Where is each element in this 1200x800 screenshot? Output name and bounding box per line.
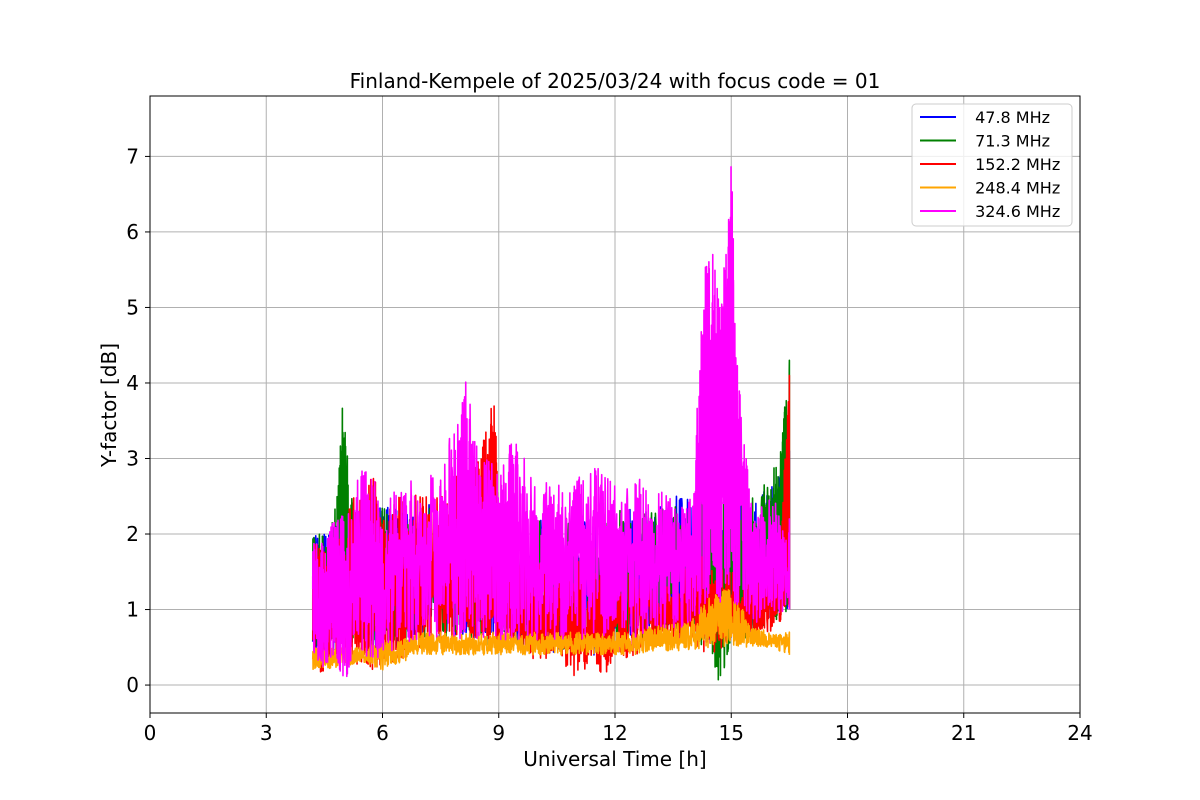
- x-tick-label: 0: [144, 721, 157, 745]
- y-tick-label: 0: [126, 673, 139, 697]
- legend-frame: [911, 103, 1073, 227]
- legend-entry-label: 324.6 MHz: [970, 202, 1060, 221]
- x-tick-label: 24: [1067, 721, 1092, 745]
- x-tick-label: 3: [260, 721, 273, 745]
- y-tick-label: 2: [126, 522, 139, 546]
- series-group: [311, 166, 791, 681]
- x-tick-label: 9: [492, 721, 505, 745]
- y-tick-label: 7: [126, 144, 139, 168]
- x-tick-label: 21: [951, 721, 976, 745]
- legend: 47.8 MHz 71.3 MHz 152.2 MHz 248.4 MHz 32…: [911, 103, 1073, 227]
- y-tick-label: 6: [126, 220, 139, 244]
- legend-entry-label: 248.4 MHz: [970, 179, 1060, 198]
- x-tick-label: 15: [719, 721, 744, 745]
- x-tick-label: 6: [376, 721, 389, 745]
- series-line-5: [311, 166, 791, 678]
- y-tick-label: 3: [126, 446, 139, 470]
- x-tick-label: 12: [602, 721, 627, 745]
- series-line-4: [311, 589, 791, 671]
- x-axis-label: Universal Time [h]: [523, 747, 706, 771]
- y-tick-label: 5: [126, 295, 139, 319]
- legend-entry-label: 47.8 MHz: [970, 108, 1050, 127]
- y-tick-label: 1: [126, 598, 139, 622]
- y-tick-label: 4: [126, 371, 139, 395]
- x-tick-label: 18: [835, 721, 860, 745]
- legend-entry-label: 152.2 MHz: [970, 155, 1060, 174]
- y-axis-label: Y-factor [dB]: [97, 343, 121, 468]
- chart-title: Finland-Kempele of 2025/03/24 with focus…: [350, 69, 881, 93]
- legend-entry-label: 71.3 MHz: [970, 132, 1050, 151]
